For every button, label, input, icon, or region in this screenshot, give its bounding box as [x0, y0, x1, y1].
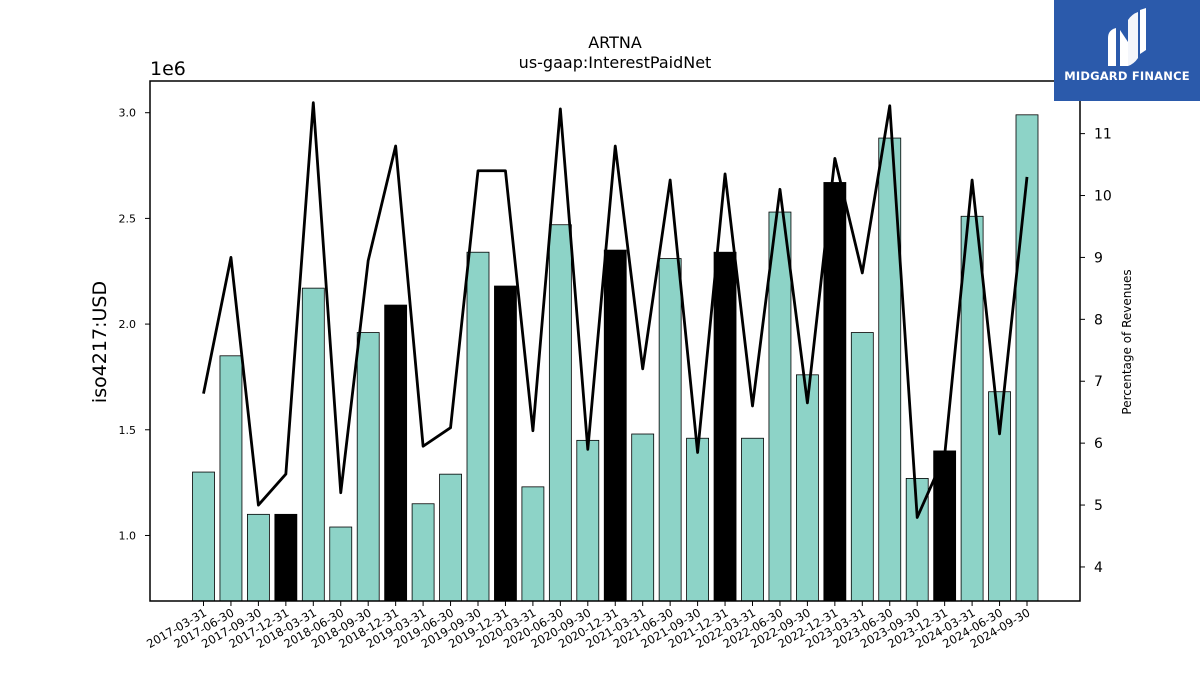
bar-2021-09-30	[686, 437, 709, 602]
y-tick-label: 2.0	[119, 318, 137, 331]
bar-2020-09-30	[576, 439, 600, 602]
bar-2018-09-30	[356, 332, 380, 602]
bar-2018-03-31	[301, 287, 325, 602]
line-percentage-of-revenues	[202, 101, 1029, 519]
bar-2021-06-30	[658, 258, 682, 602]
bar-2020-12-31	[603, 249, 627, 602]
bar-2019-12-31	[494, 285, 517, 602]
bar-2019-03-31	[411, 503, 435, 602]
bar-2021-03-31	[631, 433, 655, 602]
y-tick-label: 2.5	[119, 212, 137, 225]
bar-2020-03-31	[521, 486, 545, 602]
y2-tick-label: 11	[1094, 127, 1112, 143]
logo-text: MIDGARD FINANCE	[1064, 69, 1190, 83]
bar-2018-06-30	[329, 526, 353, 602]
bar-2017-06-30	[219, 355, 243, 602]
y-axis-label: iso4217:USD	[89, 281, 111, 403]
logo-mark-icon	[1108, 8, 1146, 66]
bar-2024-03-31	[960, 215, 984, 602]
plot-frame	[149, 80, 1081, 602]
bar-2017-12-31	[274, 513, 298, 602]
chart-subtitle: us-gaap:InterestPaidNet	[519, 53, 712, 72]
bar-2017-03-31	[192, 471, 215, 602]
bar-2022-03-31	[741, 437, 764, 602]
bar-2022-09-30	[796, 374, 819, 602]
y2-tick-label: 4	[1094, 560, 1103, 576]
y2-tick-label: 6	[1094, 436, 1103, 452]
bar-2021-12-31	[713, 251, 737, 602]
y-tick-label: 3.0	[119, 107, 137, 120]
bar-2022-12-31	[823, 182, 847, 602]
y-tick-label: 1.0	[119, 529, 137, 542]
bar-2019-09-30	[466, 251, 490, 602]
bar-2019-06-30	[439, 473, 462, 602]
bar-2020-06-30	[548, 224, 572, 602]
bar-2022-06-30	[768, 211, 792, 602]
y2-tick-label: 7	[1094, 374, 1103, 390]
brand-logo: MIDGARD FINANCE	[1054, 0, 1200, 101]
y-tick-label: 1.5	[119, 424, 137, 437]
y2-tick-label: 8	[1094, 312, 1103, 328]
bar-2017-09-30	[246, 513, 270, 602]
chart-title: ARTNA	[588, 33, 642, 52]
bar-2018-12-31	[384, 304, 408, 602]
bar-2023-03-31	[850, 332, 874, 602]
y-multiplier-label: 1e6	[150, 58, 186, 80]
y2-axis-label: Percentage of Revenues	[1120, 269, 1134, 414]
y2-tick-label: 9	[1094, 250, 1103, 266]
y2-tick-label: 5	[1094, 498, 1103, 514]
y2-tick-label: 10	[1094, 189, 1112, 205]
